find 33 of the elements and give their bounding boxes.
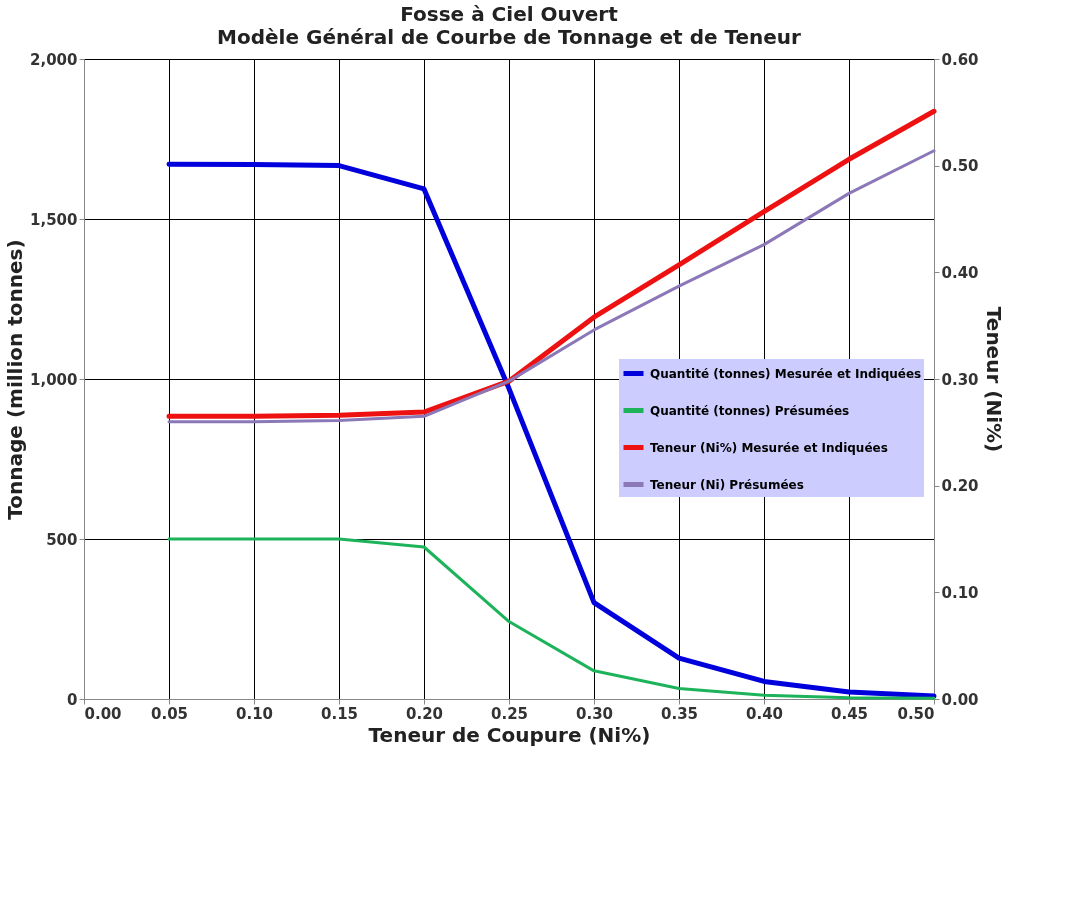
x-tick-label: 0.25 (490, 704, 529, 723)
legend-label: Quantité (tonnes) Mesurée et Indiquées (650, 366, 922, 381)
chart-subtitle: Modèle Général de Courbe de Tonnage et de Teneur (217, 25, 802, 49)
y-tick-label: 0 (67, 690, 78, 709)
x-tick-label: 0.20 (405, 704, 444, 723)
y2-tick-label: 0.00 (941, 690, 979, 709)
y-tick-label: 2,000 (30, 50, 78, 69)
y2-tick-label: 0.30 (941, 370, 979, 389)
x-tick-label: 0.05 (150, 704, 189, 723)
x-tick-label: 0.30 (575, 704, 614, 723)
legend-label: Quantité (tonnes) Présumées (650, 403, 850, 418)
x-tick-label: 0.50 (897, 704, 935, 723)
y2-axis-title: Teneur (Ni%) (981, 306, 1006, 453)
x-tick-label: 0.45 (830, 704, 869, 723)
y-axis-title: Tonnage (million tonnes) (3, 239, 28, 520)
y-tick-label: 500 (46, 530, 78, 549)
line-series (167, 537, 936, 700)
x-tick-label: 0.10 (235, 704, 274, 723)
legend-label: Teneur (Ni%) Mesurée et Indiquées (650, 440, 888, 455)
x-tick-label: 0.15 (320, 704, 359, 723)
legend-label: Teneur (Ni) Présumées (650, 477, 804, 492)
chart-title: Fosse à Ciel Ouvert (400, 2, 619, 26)
y2-tick-label: 0.10 (941, 583, 979, 602)
x-tick-label: 0.00 (84, 704, 122, 723)
x-tick-label: 0.40 (745, 704, 784, 723)
x-axis-title: Teneur de Coupure (Ni%) (368, 722, 651, 747)
y-tick-label: 1,000 (30, 370, 78, 389)
y2-tick-label: 0.40 (941, 263, 979, 282)
y2-tick-label: 0.50 (941, 157, 979, 176)
y-tick-label: 1,500 (30, 210, 78, 229)
y2-tick-label: 0.20 (941, 477, 979, 496)
y2-tick-label: 0.60 (941, 50, 979, 69)
x-tick-label: 0.35 (660, 704, 699, 723)
